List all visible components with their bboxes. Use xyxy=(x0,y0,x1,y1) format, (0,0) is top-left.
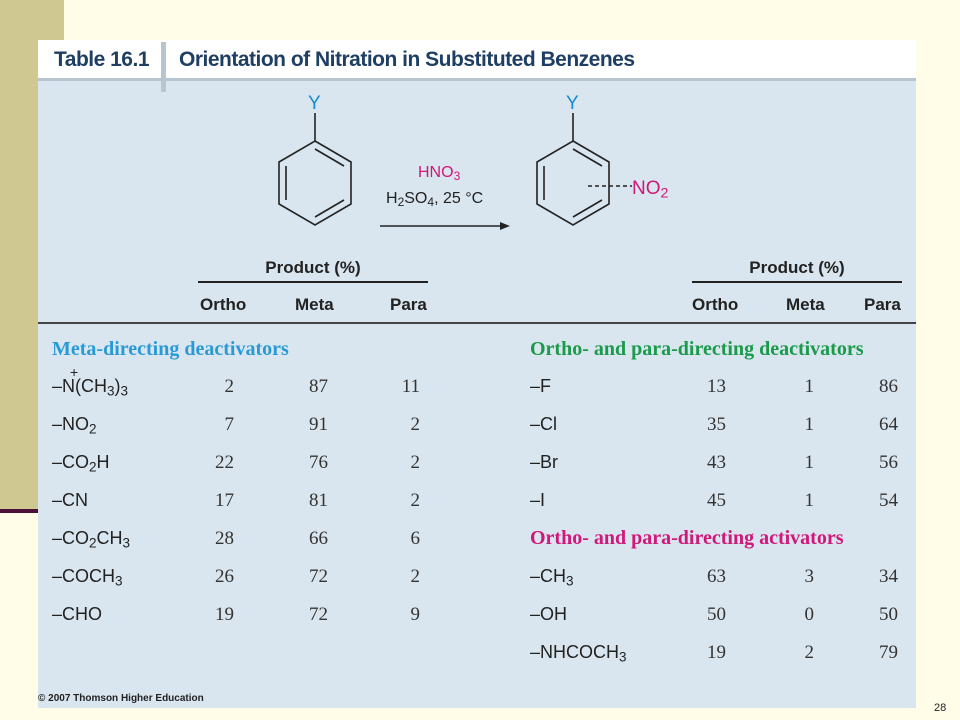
cell-ortho-meta-1: 7 xyxy=(224,414,235,435)
cell-para-meta-5: 2 xyxy=(410,566,421,587)
cell-para-opa-0: 34 xyxy=(879,566,898,587)
cell-meta-meta-5: 72 xyxy=(309,566,328,587)
header-rule xyxy=(38,78,916,81)
reactant-y-label: Y xyxy=(308,93,321,114)
cell-para-opd-0: 86 xyxy=(879,376,898,397)
substituent-meta-3: –CN xyxy=(52,490,89,510)
cell-para-opa-1: 50 xyxy=(879,604,898,625)
cell-para-meta-2: 2 xyxy=(410,452,421,473)
substituent-meta-6: –CHO xyxy=(52,604,103,624)
section-op-activators: Ortho- and para-directing activators xyxy=(530,527,844,549)
left-col-para: Para xyxy=(390,295,427,314)
cell-meta-opa-2: 2 xyxy=(804,642,815,663)
reagent-top: HNO3 xyxy=(418,164,461,183)
product-y-label: Y xyxy=(566,93,579,114)
cell-ortho-meta-4: 28 xyxy=(215,528,234,549)
cell-ortho-opd-3: 45 xyxy=(707,490,726,511)
cell-para-meta-4: 6 xyxy=(410,528,421,549)
substituent-meta-1: –NO2 xyxy=(52,414,97,437)
reaction-scheme: Y Y xyxy=(278,93,632,230)
substituent-opd-1: –Cl xyxy=(530,414,558,434)
cell-meta-meta-3: 81 xyxy=(309,490,328,511)
right-col-para: Para xyxy=(864,295,901,314)
cell-ortho-opa-2: 19 xyxy=(707,642,726,663)
cell-para-meta-6: 9 xyxy=(410,604,421,625)
section-meta-deactivators: Meta-directing deactivators xyxy=(52,338,289,360)
cell-para-opd-3: 54 xyxy=(879,490,898,511)
substituent-opa-1: –OH xyxy=(530,604,568,624)
product-no2-label: NO2 xyxy=(632,178,669,202)
cell-para-opa-2: 79 xyxy=(879,642,898,663)
cell-ortho-meta-3: 17 xyxy=(215,490,234,511)
cell-meta-opd-2: 1 xyxy=(804,452,815,473)
substituent-opd-2: –Br xyxy=(530,452,559,472)
cell-para-meta-3: 2 xyxy=(410,490,421,511)
cell-ortho-meta-6: 19 xyxy=(215,604,234,625)
right-group-header: Product (%) xyxy=(749,258,845,277)
substituent-meta-4: –CO2CH3 xyxy=(52,528,131,551)
reaction-arrowhead xyxy=(500,222,510,230)
table-label: Table 16.1 xyxy=(54,48,150,71)
right-col-ortho: Ortho xyxy=(692,295,739,314)
cell-meta-opa-0: 3 xyxy=(804,566,815,587)
cell-ortho-opd-0: 13 xyxy=(707,376,726,397)
cell-meta-opd-0: 1 xyxy=(804,376,815,397)
substituent-meta-0: –N(CH3)3 + xyxy=(52,364,129,399)
cell-meta-meta-1: 91 xyxy=(309,414,328,435)
cell-meta-meta-6: 72 xyxy=(309,604,328,625)
substituent-opa-2: –NHCOCH3 xyxy=(530,642,627,665)
table-title: Orientation of Nitration in Substituted … xyxy=(179,48,635,71)
section-rule xyxy=(38,322,916,324)
table-panel: Table 16.1 Orientation of Nitration in S… xyxy=(38,40,916,708)
slide-side-line xyxy=(0,509,40,513)
header-divider xyxy=(161,42,166,92)
cell-para-meta-1: 2 xyxy=(410,414,421,435)
cell-meta-opd-1: 1 xyxy=(804,414,815,435)
substituent-meta-2: –CO2H xyxy=(52,452,110,475)
cell-para-opd-2: 56 xyxy=(879,452,898,473)
substituent-opd-3: –I xyxy=(530,490,546,510)
cell-ortho-opa-1: 50 xyxy=(707,604,726,625)
cell-ortho-opd-2: 43 xyxy=(707,452,726,473)
cell-ortho-opd-1: 35 xyxy=(707,414,726,435)
product-benzene-ring xyxy=(536,140,610,226)
copyright: © 2007 Thomson Higher Education xyxy=(38,693,204,704)
cell-ortho-meta-2: 22 xyxy=(215,452,234,473)
slide-number: 28 xyxy=(934,702,947,714)
charge-plus: + xyxy=(70,364,79,380)
cell-ortho-meta-5: 26 xyxy=(215,566,234,587)
substituent-opd-0: –F xyxy=(530,376,552,396)
reagent-bottom: H2SO4, 25 °C xyxy=(386,190,484,209)
cell-meta-meta-2: 76 xyxy=(309,452,328,473)
table-header: Table 16.1 Orientation of Nitration in S… xyxy=(38,40,916,78)
substituent-meta-5: –COCH3 xyxy=(52,566,123,589)
cell-ortho-opa-0: 63 xyxy=(707,566,726,587)
right-group-rule xyxy=(692,281,902,283)
cell-meta-opd-3: 1 xyxy=(804,490,815,511)
left-group-header: Product (%) xyxy=(265,258,361,277)
cell-meta-opa-1: 0 xyxy=(804,604,815,625)
left-group-rule xyxy=(198,281,428,283)
cell-meta-meta-4: 66 xyxy=(309,528,328,549)
substituent-opa-0: –CH3 xyxy=(530,566,574,589)
left-col-ortho: Ortho xyxy=(200,295,247,314)
left-col-meta: Meta xyxy=(295,295,334,314)
cell-meta-meta-0: 87 xyxy=(309,376,328,397)
cell-para-opd-1: 64 xyxy=(879,414,898,435)
cell-para-meta-0: 11 xyxy=(401,376,420,397)
cell-ortho-meta-0: 2 xyxy=(224,376,235,397)
right-col-meta: Meta xyxy=(786,295,825,314)
section-op-deactivators: Ortho- and para-directing deactivators xyxy=(530,338,864,360)
reactant-benzene-ring xyxy=(278,140,352,226)
